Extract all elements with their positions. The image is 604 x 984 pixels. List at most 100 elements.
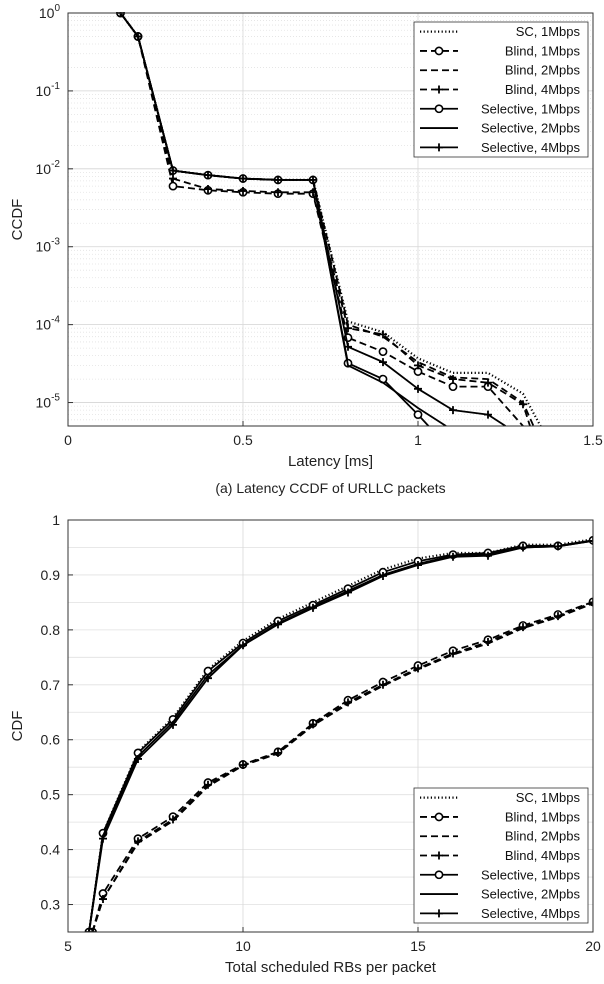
data-point [379, 572, 387, 581]
legend-entry-blind-4mbps: Blind, 4Mbps [420, 82, 580, 97]
data-point [449, 552, 457, 561]
data-point [344, 588, 352, 597]
axes-box [67, 519, 594, 933]
data-point [204, 171, 212, 180]
data-point [379, 358, 387, 367]
data-point [344, 342, 352, 351]
data-point [88, 928, 97, 932]
data-point [414, 664, 422, 673]
legend-label: Blind, 4Mbps [505, 82, 581, 97]
legend-marker [434, 812, 444, 822]
series-line [88, 539, 593, 932]
data-point [204, 185, 212, 194]
data-point [554, 542, 562, 551]
grid [67, 12, 594, 427]
data-point [239, 761, 247, 770]
series-line [91, 602, 593, 932]
x-tick-label: 5 [64, 938, 72, 954]
data-point [379, 680, 387, 689]
data-point [379, 330, 387, 339]
series-selective-4mbps [116, 12, 506, 426]
data-point [134, 754, 142, 763]
legend-entry-sc-1mbps: SC, 1Mbps [420, 790, 580, 805]
data-point [169, 174, 177, 183]
x-tick-label: 15 [410, 938, 426, 954]
legend-entry-blind-2mpbs: Blind, 2Mpbs [420, 829, 580, 844]
data-point [519, 400, 527, 409]
series-line [88, 540, 593, 932]
y-tick-label: 0.5 [41, 787, 61, 803]
figure-caption: (a) Latency CCDF of URLLC packets [215, 480, 445, 496]
data-point [484, 378, 492, 387]
legend-entry-sc-1mbps: SC, 1Mbps [420, 24, 580, 39]
data-point [344, 324, 352, 333]
data-point [554, 612, 562, 621]
legend-label: Selective, 2Mpbs [481, 121, 580, 136]
legend-marker [435, 909, 443, 918]
data-point [134, 32, 142, 41]
x-tick-label: 1 [414, 432, 422, 448]
data-point [99, 834, 107, 843]
chart-rb-cdf: 5 10 15 20 1 0.9 0.8 0.7 0.6 0.5 0.4 0.3 Total sched… [9, 512, 601, 976]
series-blind-4mbps [88, 598, 593, 932]
data-point [169, 720, 177, 729]
data-point [344, 698, 352, 707]
data-point [274, 175, 282, 184]
data-point [204, 780, 212, 789]
data-point [309, 720, 317, 729]
data-point [449, 375, 457, 384]
data-point [239, 186, 247, 195]
legend-marker [434, 104, 444, 114]
x-tick-label: 0.5 [233, 432, 253, 448]
legend-marker [434, 46, 444, 56]
legend-entry-selective-2mpbs: Selective, 2Mpbs [420, 887, 580, 902]
data-point [484, 637, 492, 646]
x-tick-label: 1.5 [583, 432, 603, 448]
y-tick-label: 10-3 [36, 237, 61, 255]
x-axis-label: Latency [ms] [288, 453, 373, 470]
data-point [378, 347, 388, 357]
data-point [85, 928, 93, 932]
data-point [239, 641, 247, 650]
y-axis-label: CDF [9, 711, 26, 742]
data-point [413, 410, 423, 420]
y-tick-label: 10-1 [36, 81, 61, 99]
y-tick-label: 1 [52, 512, 60, 528]
data-point [414, 384, 422, 393]
data-point [589, 598, 593, 607]
legend-label: Blind, 1Mbps [505, 43, 581, 58]
x-tick-label: 20 [585, 938, 601, 954]
y-tick-label: 0.4 [41, 842, 61, 858]
data-point [414, 361, 422, 370]
data-point [169, 815, 177, 824]
series-group [84, 535, 593, 932]
data-point [204, 674, 212, 683]
series-sc-1mbps [87, 538, 593, 932]
data-point [309, 175, 317, 184]
legend-marker [435, 851, 443, 860]
data-point [134, 837, 142, 846]
y-tick-label: 10-2 [36, 159, 61, 177]
legend-label: Selective, 4Mbps [481, 906, 580, 921]
data-point [309, 603, 317, 612]
legend: SC, 1Mbps Blind, 1Mbps Blind, 2Mpbs Blind, … [413, 787, 589, 924]
series-group [116, 12, 542, 426]
x-axis-label: Total scheduled RBs per packet [225, 959, 437, 976]
data-point [484, 551, 492, 560]
legend-entry-blind-4mbps: Blind, 4Mbps [420, 848, 580, 863]
legend-entry-selective-4mbps: Selective, 4Mbps [420, 140, 580, 155]
data-point [448, 382, 458, 392]
series-blind-2mpbs [91, 602, 593, 932]
series-line [91, 601, 593, 932]
legend-label: Blind, 2Mpbs [505, 829, 581, 844]
series-line [87, 538, 593, 932]
data-point [239, 174, 247, 183]
legend-label: Blind, 2Mpbs [505, 63, 581, 78]
y-axis-label: CCDF [9, 199, 26, 241]
legend-entry-selective-1mbps: Selective, 1Mbps [420, 101, 580, 116]
data-point [484, 410, 492, 419]
legend-label: Blind, 4Mbps [505, 848, 581, 863]
series-selective-4mbps [85, 536, 593, 932]
legend-entry-blind-1mbps: Blind, 1Mbps [420, 43, 580, 58]
data-point [99, 895, 107, 904]
